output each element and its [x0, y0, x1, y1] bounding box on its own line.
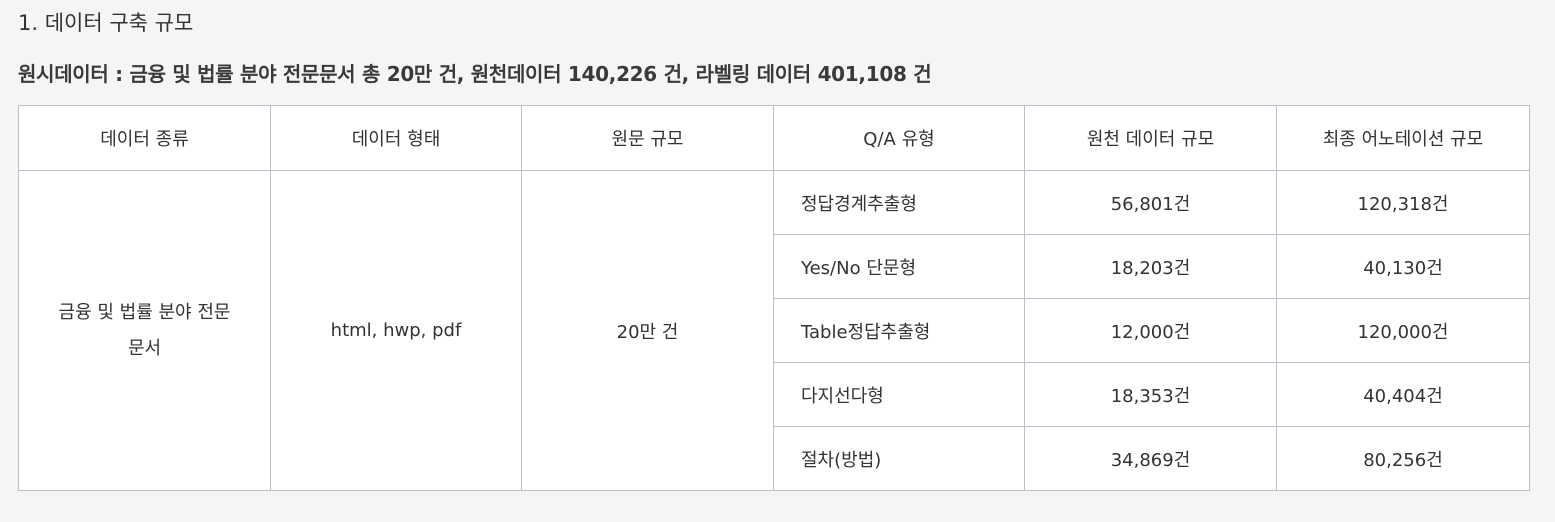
header-data-format: 데이터 형태 [270, 105, 522, 171]
section-title: 1. 데이터 구축 규모 [18, 11, 194, 35]
header-data-type: 데이터 종류 [18, 105, 271, 171]
header-final-annotation-scale: 최종 어노테이션 규모 [1276, 105, 1530, 171]
table-row: Yes/No 단문형 18,203건 40,130건 [19, 234, 1530, 299]
cell-annotation-count: 40,130건 [1276, 234, 1530, 299]
header-source-data-scale: 원천 데이터 규모 [1024, 105, 1277, 171]
cell-qa-type: Table정답추출형 [773, 298, 1025, 363]
cell-source-count: 56,801건 [1024, 170, 1277, 235]
cell-qa-type: 절차(방법) [773, 426, 1025, 491]
cell-qa-type: Yes/No 단문형 [773, 234, 1025, 299]
cell-qa-type: 다지선다형 [773, 362, 1025, 427]
cell-annotation-count: 120,318건 [1276, 170, 1530, 235]
cell-source-count: 18,203건 [1024, 234, 1277, 299]
cell-data-format: html, hwp, pdf [270, 170, 522, 491]
header-qa-type: Q/A 유형 [773, 105, 1025, 171]
table-row: 절차(방법) 34,869건 80,256건 [19, 426, 1530, 491]
cell-qa-type: 정답경계추출형 [773, 170, 1025, 235]
cell-annotation-count: 120,000건 [1276, 298, 1530, 363]
table-row: Table정답추출형 12,000건 120,000건 [19, 298, 1530, 363]
data-summary: 원시데이터 : 금융 및 법률 분야 전문문서 총 20만 건, 원천데이터 1… [18, 62, 932, 86]
data-type-line: 금융 및 법률 분야 전문 [58, 301, 231, 323]
data-scale-table: 데이터 종류 데이터 형태 원문 규모 Q/A 유형 원천 데이터 규모 최종 … [18, 105, 1530, 491]
table-row: 다지선다형 18,353건 40,404건 [19, 362, 1530, 427]
data-type-line: 문서 [127, 337, 162, 359]
table-header-row: 데이터 종류 데이터 형태 원문 규모 Q/A 유형 원천 데이터 규모 최종 … [18, 105, 1530, 171]
cell-annotation-count: 40,404건 [1276, 362, 1530, 427]
table-row: 금융 및 법률 분야 전문 문서 html, hwp, pdf 20만 건 정답… [18, 170, 1530, 491]
cell-annotation-count: 80,256건 [1276, 426, 1530, 491]
cell-data-type: 금융 및 법률 분야 전문 문서 [18, 170, 271, 491]
header-source-scale: 원문 규모 [521, 105, 774, 171]
cell-source-scale: 20만 건 [521, 170, 774, 491]
cell-source-count: 18,353건 [1024, 362, 1277, 427]
cell-source-count: 12,000건 [1024, 298, 1277, 363]
cell-source-count: 34,869건 [1024, 426, 1277, 491]
